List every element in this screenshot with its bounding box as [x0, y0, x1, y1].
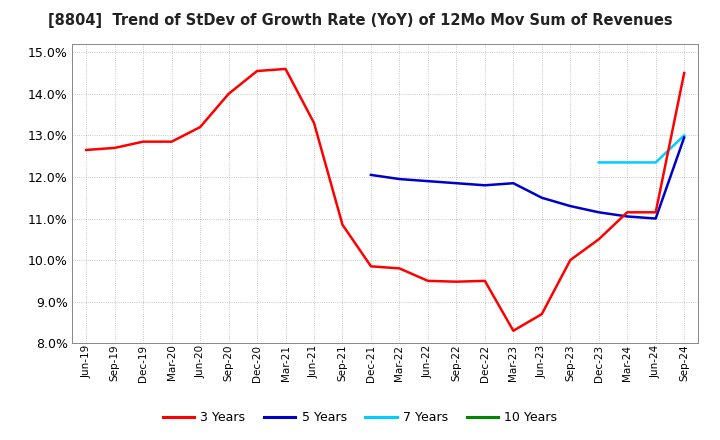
Text: [8804]  Trend of StDev of Growth Rate (YoY) of 12Mo Mov Sum of Revenues: [8804] Trend of StDev of Growth Rate (Yo…	[48, 13, 672, 28]
Legend: 3 Years, 5 Years, 7 Years, 10 Years: 3 Years, 5 Years, 7 Years, 10 Years	[158, 407, 562, 429]
